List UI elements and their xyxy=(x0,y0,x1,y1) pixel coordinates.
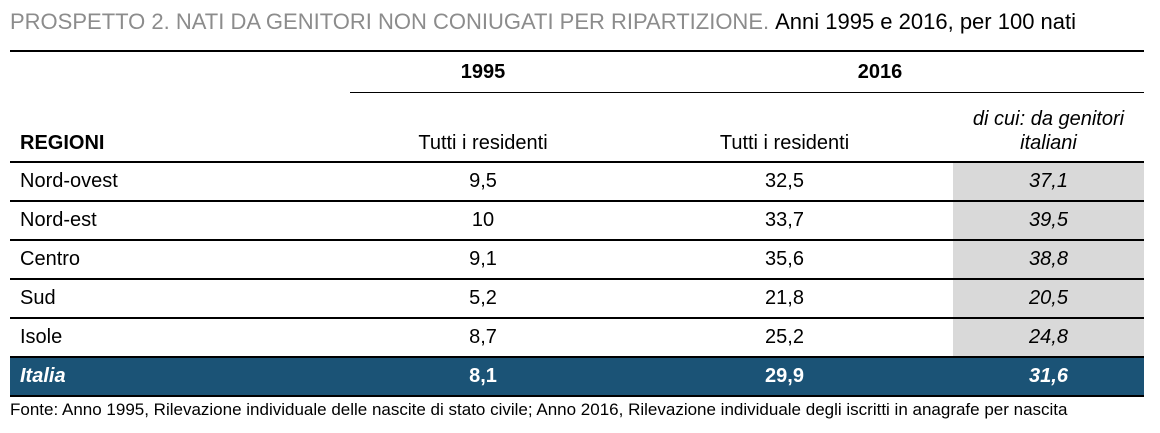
table-row: Isole 8,7 25,2 24,8 xyxy=(10,318,1144,358)
value-2016-italian-cell: 38,8 xyxy=(953,240,1144,280)
table-row: Sud 5,2 21,8 20,5 xyxy=(10,279,1144,319)
region-cell: Nord-est xyxy=(10,201,350,241)
total-value-2016-cell: 29,9 xyxy=(616,357,953,397)
value-1995-cell: 8,7 xyxy=(350,318,616,358)
value-1995-cell: 5,2 xyxy=(350,279,616,319)
value-1995-cell: 9,5 xyxy=(350,162,616,202)
column-header-residents-2016: Tutti i residenti xyxy=(616,92,953,163)
source-note: Fonte: Anno 1995, Rilevazione individual… xyxy=(10,400,1068,419)
value-2016-cell: 21,8 xyxy=(616,279,953,319)
region-cell: Nord-ovest xyxy=(10,162,350,202)
value-2016-italian-cell: 37,1 xyxy=(953,162,1144,202)
table-body: Nord-ovest 9,5 32,5 37,1 Nord-est 10 33,… xyxy=(10,162,1144,397)
table-row: Nord-ovest 9,5 32,5 37,1 xyxy=(10,162,1144,202)
total-value-1995-cell: 8,1 xyxy=(350,357,616,397)
region-cell: Sud xyxy=(10,279,350,319)
value-1995-cell: 10 xyxy=(350,201,616,241)
value-2016-cell: 33,7 xyxy=(616,201,953,241)
value-2016-italian-cell: 20,5 xyxy=(953,279,1144,319)
value-2016-italian-cell: 39,5 xyxy=(953,201,1144,241)
region-cell: Centro xyxy=(10,240,350,280)
value-2016-cell: 25,2 xyxy=(616,318,953,358)
year-header-row: 1995 2016 xyxy=(10,50,1144,93)
table-row: Nord-est 10 33,7 39,5 xyxy=(10,201,1144,241)
column-header-italian-parents-2016: di cui: da genitori italiani xyxy=(953,92,1144,163)
value-1995-cell: 9,1 xyxy=(350,240,616,280)
year-header-2016: 2016 xyxy=(616,50,1144,93)
table-row: Centro 9,1 35,6 38,8 xyxy=(10,240,1144,280)
table-title: PROSPETTO 2. NATI DA GENITORI NON CONIUG… xyxy=(10,8,1076,36)
column-header-residents-1995: Tutti i residenti xyxy=(350,92,616,163)
column-header-region: REGIONI xyxy=(10,92,350,163)
births-table: 1995 2016 REGIONI Tutti i residenti Tutt… xyxy=(10,50,1144,397)
region-cell: Isole xyxy=(10,318,350,358)
value-2016-cell: 32,5 xyxy=(616,162,953,202)
total-value-2016-italian-cell: 31,6 xyxy=(953,357,1144,397)
year-header-empty xyxy=(10,50,350,93)
total-region-cell: Italia xyxy=(10,357,350,397)
total-row: Italia 8,1 29,9 31,6 xyxy=(10,357,1144,397)
value-2016-cell: 35,6 xyxy=(616,240,953,280)
table-title-subtitle: Anni 1995 e 2016, per 100 nati xyxy=(775,9,1077,34)
year-header-1995: 1995 xyxy=(350,50,616,93)
table-title-lead: PROSPETTO 2. NATI DA GENITORI NON CONIUG… xyxy=(10,9,770,34)
column-header-row: REGIONI Tutti i residenti Tutti i reside… xyxy=(10,92,1144,163)
value-2016-italian-cell: 24,8 xyxy=(953,318,1144,358)
table-header: 1995 2016 REGIONI Tutti i residenti Tutt… xyxy=(10,50,1144,163)
